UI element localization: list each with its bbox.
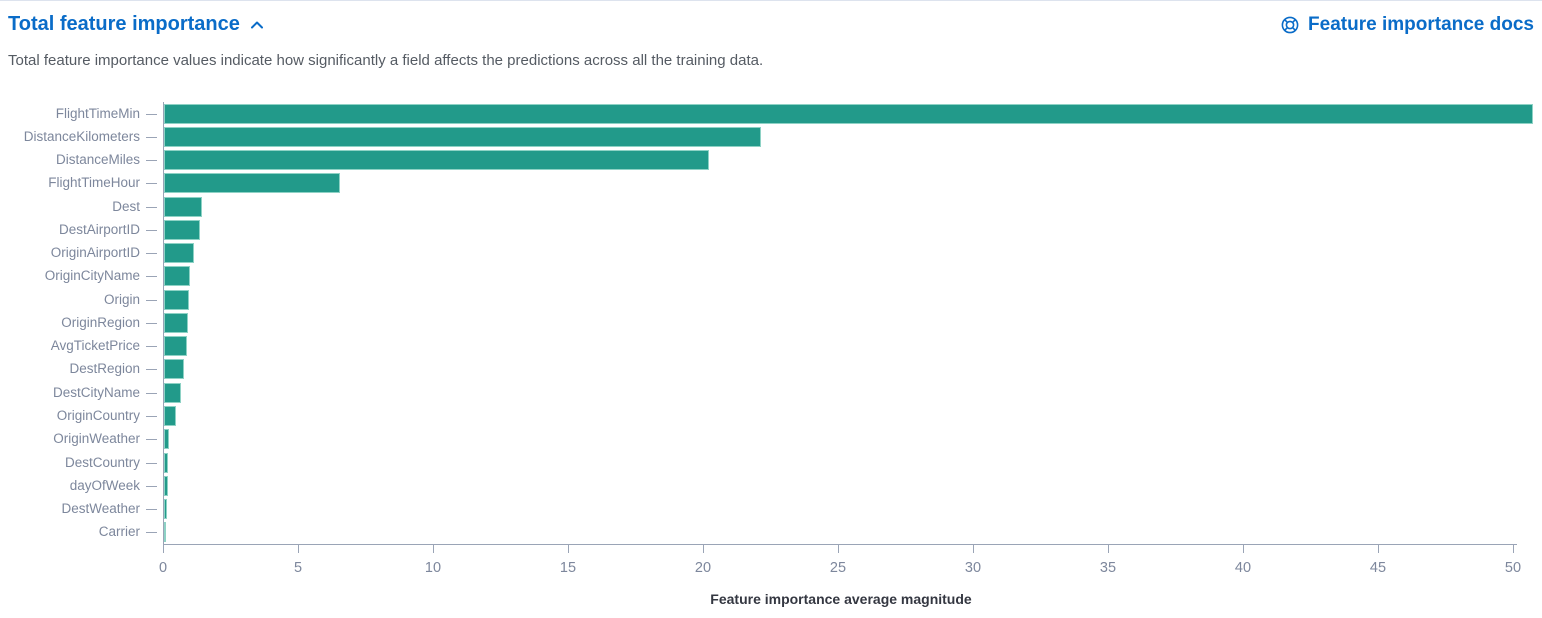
- y-axis-tick: [146, 183, 157, 185]
- y-axis-label: DestRegion: [69, 361, 140, 377]
- y-axis-tick: [146, 532, 157, 534]
- bar-OriginWeather[interactable]: [164, 429, 170, 450]
- x-axis-tick-label: 5: [293, 560, 303, 576]
- bar-OriginAirportID[interactable]: [164, 243, 194, 264]
- y-axis-label: FlightTimeHour: [48, 175, 140, 191]
- x-axis-tick-label: 15: [559, 560, 577, 576]
- panel-description: Total feature importance values indicate…: [8, 52, 764, 69]
- x-axis-tick: [1108, 545, 1109, 553]
- x-axis-title: Feature importance average magnitude: [710, 591, 972, 607]
- bar-DestAirportID[interactable]: [164, 219, 200, 240]
- x-axis-tick-label: 50: [1504, 560, 1522, 576]
- x-axis-tick-label: 20: [694, 560, 712, 576]
- y-axis-tick: [146, 509, 157, 511]
- x-axis-tick: [838, 545, 839, 553]
- y-axis-label: OriginCountry: [56, 408, 140, 423]
- bar-OriginCountry[interactable]: [164, 406, 176, 426]
- bar-FlightTimeMin[interactable]: [164, 103, 1533, 124]
- bar-dayOfWeek[interactable]: [164, 475, 169, 496]
- y-axis-label: DestCityName: [52, 384, 140, 400]
- life-ring-icon: [1280, 15, 1300, 35]
- x-axis-tick: [163, 545, 164, 553]
- bar-Origin[interactable]: [164, 289, 190, 310]
- y-axis-label: OriginWeather: [53, 431, 140, 447]
- bar-OriginRegion[interactable]: [164, 312, 189, 333]
- y-axis-label: DestCountry: [64, 454, 140, 470]
- x-axis-tick-label: 0: [158, 560, 168, 576]
- y-axis-tick: [146, 322, 157, 324]
- x-axis-tick-label: 35: [1099, 560, 1117, 576]
- y-axis-label: DestWeather: [61, 501, 140, 517]
- y-axis-label: Dest: [112, 198, 140, 214]
- y-axis-label: Carrier: [98, 524, 140, 540]
- docs-link-label: Feature importance docs: [1308, 14, 1534, 35]
- bar-Dest[interactable]: [164, 196, 202, 217]
- bar-DestCityName[interactable]: [164, 382, 181, 403]
- y-axis-line: [163, 102, 164, 544]
- x-axis-tick-label: 45: [1369, 560, 1387, 576]
- y-axis-tick: [146, 113, 157, 115]
- y-axis-tick: [146, 416, 157, 417]
- y-axis-tick: [146, 392, 157, 394]
- bar-Carrier[interactable]: [164, 522, 166, 543]
- y-axis-label: DistanceMiles: [55, 152, 140, 168]
- chevron-up-icon: [249, 17, 265, 33]
- bar-DestRegion[interactable]: [164, 359, 184, 380]
- x-axis-tick: [973, 545, 974, 553]
- x-axis-tick: [298, 545, 299, 553]
- y-axis-label: OriginAirportID: [50, 245, 140, 261]
- y-axis-tick: [146, 346, 157, 348]
- y-axis-label: DestAirportID: [58, 221, 140, 237]
- y-axis-label: OriginCityName: [44, 268, 140, 284]
- y-axis-tick: [146, 136, 157, 138]
- y-axis-tick: [146, 276, 157, 278]
- panel-title-label: Total feature importance: [8, 13, 240, 35]
- y-axis-label: DistanceKilometers: [23, 128, 140, 144]
- x-axis-tick-label: 25: [829, 560, 847, 576]
- feature-importance-docs-link[interactable]: Feature importance docs: [1280, 14, 1534, 36]
- y-axis-tick: [146, 206, 157, 208]
- y-axis-tick: [146, 253, 157, 255]
- bar-DestWeather[interactable]: [164, 499, 167, 520]
- y-axis-tick: [146, 369, 157, 371]
- y-axis-tick: [146, 299, 157, 301]
- bar-DistanceKilometers[interactable]: [164, 126, 761, 147]
- x-axis-tick: [1243, 545, 1244, 553]
- x-axis-line: [163, 544, 1517, 545]
- y-axis-tick: [146, 462, 157, 464]
- x-axis-tick: [568, 545, 569, 553]
- bar-DistanceMiles[interactable]: [164, 150, 710, 171]
- y-axis-label: OriginRegion: [61, 314, 140, 330]
- x-axis-tick: [1378, 545, 1379, 553]
- bar-AvgTicketPrice[interactable]: [164, 336, 187, 357]
- bar-FlightTimeHour[interactable]: [164, 173, 340, 194]
- x-axis-tick: [1513, 545, 1514, 553]
- y-axis-label: FlightTimeMin: [55, 105, 140, 121]
- y-axis-tick: [146, 485, 157, 487]
- bar-DestCountry[interactable]: [164, 452, 169, 473]
- x-axis-tick-label: 30: [964, 560, 982, 576]
- y-axis-label: AvgTicketPrice: [50, 338, 140, 354]
- y-axis-label: dayOfWeek: [69, 477, 140, 493]
- x-axis-tick: [703, 545, 704, 553]
- y-axis-tick: [146, 439, 157, 441]
- y-axis-tick: [146, 160, 157, 162]
- total-feature-importance-toggle[interactable]: Total feature importance: [8, 13, 265, 36]
- y-axis-label: Origin: [103, 291, 140, 307]
- bar-OriginCityName[interactable]: [164, 266, 191, 287]
- x-axis-tick: [433, 545, 434, 553]
- x-axis-tick-label: 40: [1234, 560, 1252, 576]
- panel-top-border: [0, 0, 1542, 1]
- y-axis-tick: [146, 229, 157, 231]
- x-axis-tick-label: 10: [424, 560, 442, 576]
